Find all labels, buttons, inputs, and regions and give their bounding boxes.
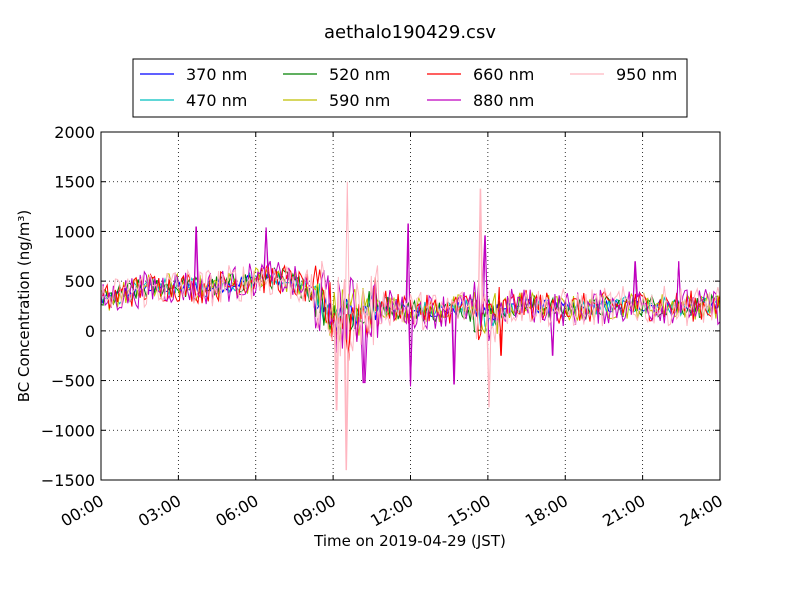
- peak-spike: [334, 315, 340, 411]
- y-tick-label: 1500: [54, 173, 95, 192]
- x-tick-label: 21:00: [599, 491, 648, 531]
- chart-title: aethalo190429.csv: [324, 22, 496, 43]
- y-tick-label: 2000: [54, 123, 95, 142]
- y-tick-label: −500: [51, 372, 95, 391]
- series-line-950-nm: [101, 188, 720, 471]
- series-line-660-nm: [101, 261, 720, 361]
- legend-label: 520 nm: [329, 65, 390, 84]
- legend-label: 950 nm: [616, 65, 677, 84]
- x-tick-label: 15:00: [444, 491, 493, 531]
- legend-frame: [132, 58, 688, 118]
- y-tick-label: 1000: [54, 222, 95, 241]
- x-tick-label: 12:00: [367, 491, 416, 531]
- x-tick-label: 00:00: [58, 491, 107, 531]
- y-tick-label: −1000: [41, 421, 95, 440]
- peak-spike: [344, 181, 350, 315]
- legend: 370 nm 470 nm 520 nm 590 nm 660 nm 880 nm 950 …: [132, 58, 688, 118]
- legend-label: 880 nm: [473, 91, 534, 110]
- legend-label: 660 nm: [473, 65, 534, 84]
- x-tick-label: 06:00: [212, 491, 261, 531]
- legend-label: 470 nm: [186, 91, 247, 110]
- x-tick-label: 03:00: [135, 491, 184, 531]
- x-tick-label: 09:00: [290, 491, 339, 531]
- y-tick-label: 500: [64, 272, 95, 291]
- y-tick-label: 0: [85, 322, 95, 341]
- x-tick-label: 24:00: [677, 491, 726, 531]
- x-axis-label: Time on 2019-04-29 (JST): [313, 532, 506, 550]
- series-group: [101, 181, 720, 471]
- ticks: 00:00 03:00 06:00 09:00 12:00 15:00 18:00 21:00…: [41, 123, 726, 531]
- legend-label: 590 nm: [329, 91, 390, 110]
- y-tick-label: −1500: [41, 471, 95, 490]
- x-tick-label: 18:00: [522, 491, 571, 531]
- y-axis-label: BC Concentration (ng/m³): [15, 210, 33, 403]
- legend-label: 370 nm: [186, 65, 247, 84]
- plot-area: 00:00 03:00 06:00 09:00 12:00 15:00 18:00 21:00…: [41, 123, 726, 531]
